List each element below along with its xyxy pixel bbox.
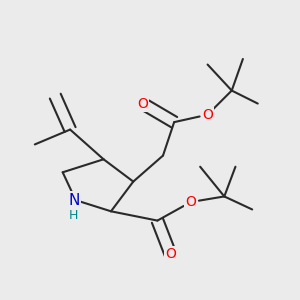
Text: O: O [202, 108, 213, 122]
Text: O: O [165, 247, 176, 261]
Text: H: H [69, 208, 79, 221]
Text: O: O [137, 97, 148, 111]
Text: N: N [68, 193, 80, 208]
Text: O: O [185, 195, 196, 209]
